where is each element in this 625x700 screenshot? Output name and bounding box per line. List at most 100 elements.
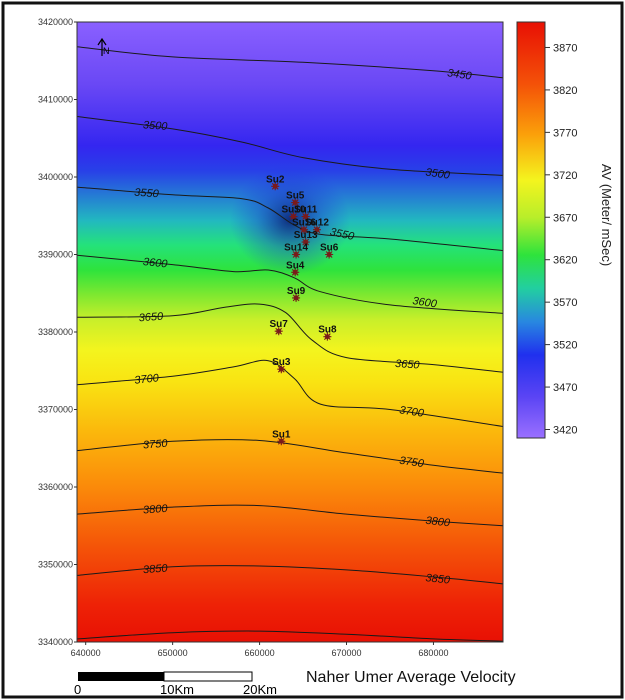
well-symbol (292, 293, 301, 302)
well-marker: Su2 (266, 174, 285, 191)
contour-label: 3500 (143, 119, 169, 133)
well-symbol (289, 212, 298, 221)
well-symbol (312, 225, 321, 234)
well-dot (324, 334, 330, 340)
well-label: Su14 (284, 243, 308, 254)
well-dot (314, 227, 320, 233)
well-dot (276, 328, 282, 334)
well-symbol (301, 212, 310, 221)
well-symbol (291, 268, 300, 277)
well-label: Su1 (272, 429, 291, 440)
well-label: Su13 (294, 230, 318, 241)
contour-label: 3650 (138, 311, 164, 325)
well-marker: Su9 (287, 286, 306, 302)
y-tick-label: 3360000 (38, 482, 73, 492)
contour-3800 (77, 504, 503, 527)
y-tick-label: 3350000 (38, 560, 73, 570)
scale-bar-black-segment (78, 672, 164, 681)
well-symbol (277, 437, 286, 446)
well-marker: Su1 (272, 429, 291, 446)
contour-label: 3600 (142, 256, 168, 271)
well-dot (303, 214, 309, 219)
well-dot (291, 214, 296, 219)
well-symbol (291, 198, 300, 207)
contour-label: 3850 (425, 572, 451, 587)
contour-label: 3700 (399, 404, 426, 419)
scale-label-0: 0 (74, 682, 81, 697)
contour-label: 3650 (395, 358, 421, 372)
contour-label: 3550 (134, 187, 160, 201)
well-symbol (274, 327, 283, 336)
scale-label-20km: 20Km (243, 682, 277, 697)
well-symbol (301, 238, 310, 247)
contour-label: 3850 (143, 562, 169, 576)
well-symbol (325, 250, 334, 259)
well-label: Su16 (292, 218, 316, 229)
x-axis: 640000 650000 660000 670000 680000 (71, 642, 448, 658)
well-label: Su7 (270, 319, 289, 330)
well-label: Su4 (286, 260, 305, 271)
well-marker: Su4 (286, 260, 305, 277)
scale-bar-white-segment (163, 671, 253, 682)
north-label: N (103, 46, 110, 56)
y-tick-label: 3370000 (38, 405, 73, 415)
well-marker: Su7 (270, 319, 289, 336)
scale-label-10km: 10Km (160, 682, 194, 697)
well-marker: Su5 (286, 191, 305, 207)
colorbar-tick-label: 3470 (553, 382, 577, 394)
contour-3600 (77, 254, 503, 314)
x-tick-label: 670000 (331, 648, 361, 658)
x-tick-label: 680000 (418, 648, 448, 658)
colorbar-tick-label: 3520 (553, 340, 577, 352)
well-dot (293, 252, 299, 257)
well-label: Su9 (287, 286, 306, 297)
y-axis: 3340000 3350000 3360000 3370000 3380000 33900… (38, 17, 77, 647)
well-marker: Su3 (272, 357, 291, 374)
well-label: Su11 (294, 205, 318, 216)
well-dot (303, 239, 309, 245)
well-dot (272, 183, 278, 189)
well-dot (292, 200, 298, 206)
well-marker: Su11 (294, 205, 318, 221)
x-tick-label: 650000 (158, 648, 188, 658)
contour-label: 3600 (412, 295, 439, 310)
well-label: Su6 (320, 243, 339, 254)
well-symbol (323, 332, 332, 341)
colorbar-tick-label: 3620 (553, 255, 577, 267)
contour-labels: 3450 3500 3500 3550 3550 3600 3600 3650 3650 3700… (134, 67, 473, 587)
contour-3850 (77, 565, 503, 585)
contour-label: 3550 (329, 226, 356, 243)
well-label: Su8 (318, 325, 337, 336)
colorbar-tick-label: 3570 (553, 297, 577, 309)
colorbar-tick-label: 3870 (553, 42, 577, 54)
well-marker: Su10 (282, 205, 306, 221)
contour-label: 3800 (425, 515, 451, 530)
contour-3450 (77, 46, 503, 79)
well-symbol (271, 182, 280, 191)
well-symbol (299, 225, 308, 234)
well-label: Su2 (266, 174, 285, 185)
contour-label: 3700 (134, 372, 160, 387)
well-symbol (277, 365, 286, 374)
contour-label: 3500 (425, 166, 452, 181)
well-label: Su3 (272, 357, 291, 368)
well-label: Su5 (286, 191, 305, 202)
contour-label: 3450 (446, 67, 473, 82)
contour-3700 (77, 359, 503, 427)
contour-3650 (77, 303, 503, 373)
well-dot (293, 295, 299, 301)
well-marker: Su16 (292, 218, 316, 234)
well-dot (292, 269, 298, 275)
colorbar (516, 21, 546, 439)
y-tick-label: 3340000 (38, 637, 73, 647)
contour-lines (77, 46, 503, 642)
colorbar-label: AV (Meter/ mSec) (599, 164, 614, 266)
y-tick-label: 3400000 (38, 172, 73, 182)
y-tick-label: 3410000 (38, 95, 73, 105)
colorbar-tick-label: 3820 (553, 85, 577, 97)
scale-bar: 0 10Km 20Km (74, 671, 277, 697)
contour-3750 (77, 438, 503, 474)
colorbar-ticks: 3870 3820 3770 3720 3670 3620 3570 3520 3470 3420 (545, 42, 577, 437)
